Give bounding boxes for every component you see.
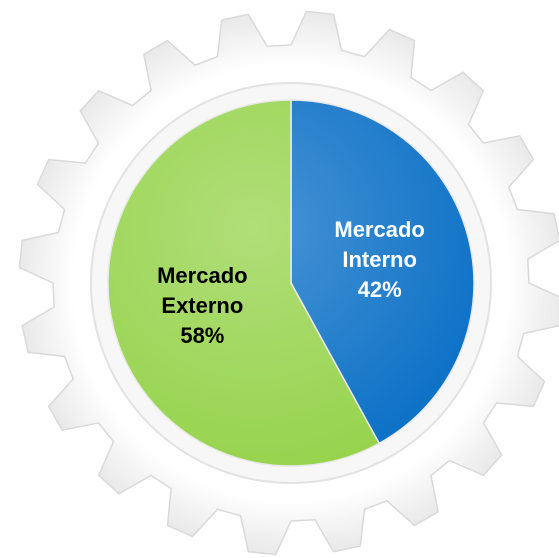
value-label: 42% (357, 277, 402, 303)
slice-label: Mercado Interno 42% (315, 215, 445, 305)
category-label: Mercado Interno (334, 217, 425, 273)
slice-label: Mercado Externo 58% (137, 261, 267, 351)
value-label: 58% (180, 322, 225, 348)
category-label: Mercado Externo (157, 262, 248, 318)
